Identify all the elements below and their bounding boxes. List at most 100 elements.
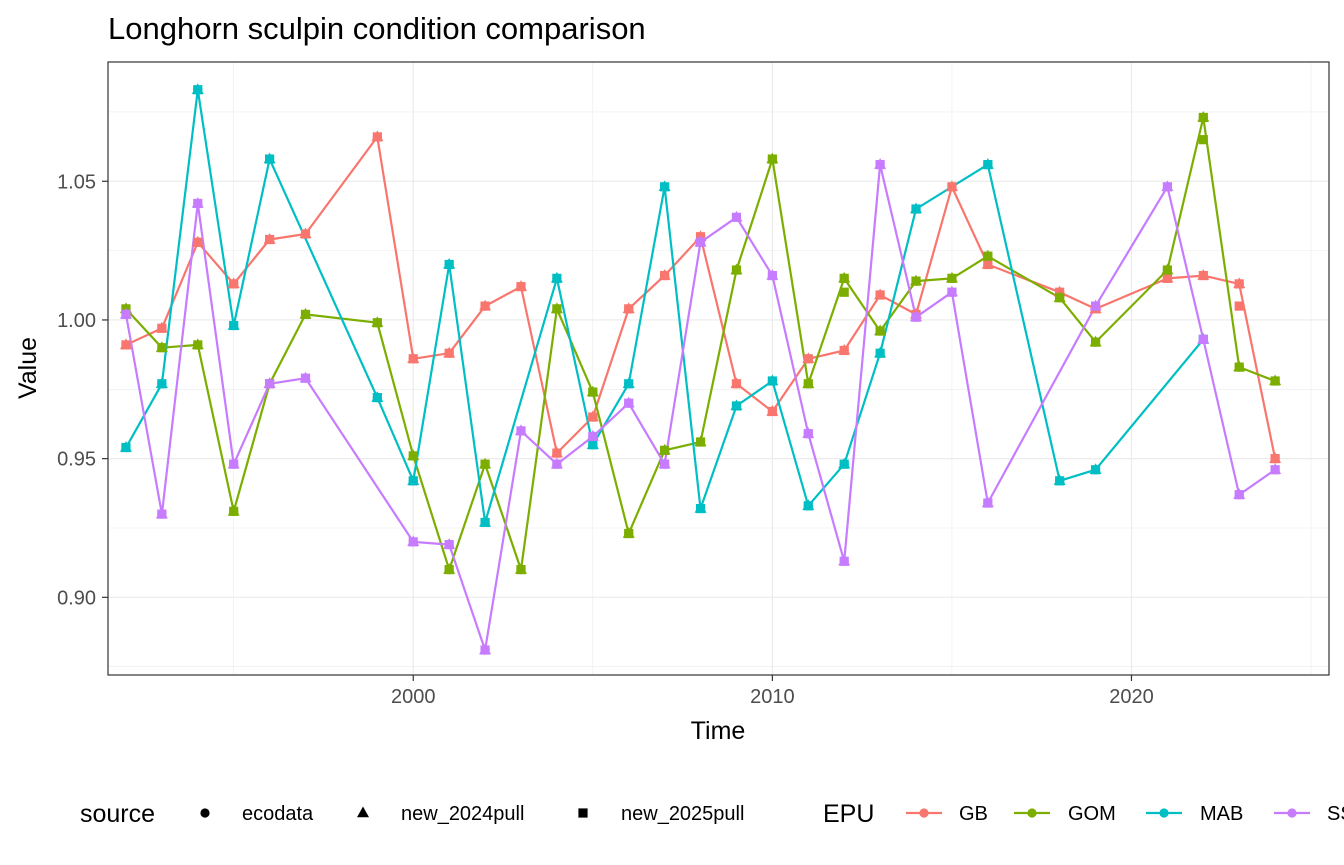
legend-point-key: [1287, 808, 1297, 818]
point-ss-2010-circle: [767, 270, 777, 281]
point-mab-2019-circle: [1090, 465, 1101, 475]
point-ss-1997-circle: [300, 373, 311, 383]
point-ss-2001-circle: [444, 540, 454, 550]
point-gb-2011-circle: [803, 354, 813, 364]
point-gb-2007-circle: [660, 270, 670, 281]
point-gom-2012-circle: [839, 273, 849, 283]
point-mab-1994-circle: [193, 85, 203, 95]
point-gom-2018-circle: [1055, 293, 1065, 303]
legend-label: new_2024pull: [401, 803, 524, 825]
point-gom-2022-circle: [1198, 112, 1208, 123]
point-mab-2009-circle: [731, 401, 742, 411]
legend-epu-title: EPU: [823, 800, 874, 828]
point-gb-1995-circle: [229, 279, 239, 289]
legend-item-ecodata: ecodata: [200, 803, 314, 825]
point-ss-2013-circle: [875, 160, 885, 170]
plot-panel: [108, 62, 1329, 675]
point-gb-1993-circle: [157, 323, 167, 333]
legend-square-icon: [578, 808, 588, 818]
point-gb-1999-circle: [372, 132, 382, 142]
point-mab-2014-circle: [911, 204, 921, 214]
point-gb-1997-circle: [300, 229, 311, 239]
point-ss-2006-circle: [624, 398, 634, 408]
point-gom-2006-circle: [624, 528, 634, 539]
point-gom-2004-circle: [552, 304, 562, 314]
legend-triangle-icon: [357, 806, 369, 818]
point-gom-2000-circle: [408, 451, 418, 461]
point-gom-1993-circle: [157, 343, 167, 353]
chart-title: Longhorn sculpin condition comparison: [108, 11, 646, 46]
point-ss-2003-circle: [516, 426, 526, 436]
point-mab-2011-circle: [803, 501, 813, 511]
point-gb-1996-circle: [265, 234, 275, 245]
point-ss-2016-circle: [983, 498, 993, 508]
point-gom-2013-circle: [875, 326, 885, 336]
point-gom-2009-circle: [731, 265, 742, 275]
x-tick-label: 2010: [750, 686, 795, 708]
point-ss-2011-circle: [803, 429, 813, 439]
legend-circle-icon: [200, 808, 210, 818]
point-gb-2016-circle: [983, 259, 993, 270]
legend-label: SS: [1327, 803, 1344, 825]
point-ss-2012-circle: [839, 556, 849, 566]
x-tick-label: 2020: [1109, 686, 1154, 708]
x-axis-title: Time: [691, 717, 746, 745]
point-gom-2021-circle: [1162, 265, 1172, 275]
legend-items: ecodata new_2024pull new_2025pull GB GOM MAB S…: [200, 803, 1344, 825]
point-gom-1995-circle: [229, 506, 239, 516]
point-ss-2019-circle: [1090, 301, 1101, 311]
legend-label: ecodata: [242, 803, 314, 825]
point-gb-2012-circle: [839, 345, 849, 356]
point-gb-2001-circle: [444, 348, 454, 358]
point-gom-2016-circle: [983, 251, 993, 261]
point-gb-1994-circle: [193, 237, 203, 247]
point-mab-2001-circle: [444, 259, 454, 270]
point-gb-1992-circle: [121, 340, 131, 350]
point-ss-2002-circle: [480, 645, 490, 655]
point-ss-2021-circle: [1162, 182, 1172, 192]
point-ss-1994-circle: [193, 198, 203, 209]
point-mab-2018-circle: [1055, 476, 1065, 486]
legend-point-key: [919, 808, 929, 818]
point-gom-2011-circle: [803, 379, 813, 389]
point-ss-2005-circle: [588, 431, 598, 442]
point-mab-2007-circle: [660, 182, 670, 192]
point-ss-1992-circle: [121, 309, 131, 320]
legend-item-mab: MAB: [1146, 803, 1243, 825]
point-mab-2006-circle: [624, 379, 634, 389]
point-mab-2008-circle: [695, 503, 706, 514]
point-gom-2023-circle: [1234, 362, 1244, 372]
series-points: [119, 83, 1282, 655]
legend-point-key: [1159, 808, 1169, 818]
y-tick-label: 1.00: [57, 310, 96, 332]
point-ss-2024-circle: [1270, 465, 1280, 475]
legend: source EPU ecodata new_2024pull new_2025pu…: [80, 800, 1344, 828]
legend-item-gom: GOM: [1014, 803, 1116, 825]
point-mab-2016-circle: [983, 160, 993, 170]
y-tick-label: 0.90: [57, 587, 96, 609]
point-gom-2008-circle: [695, 437, 706, 447]
point-ss-2009-circle: [731, 212, 742, 222]
legend-item-new_2024pull: new_2024pull: [357, 803, 524, 825]
point-mab-2000-circle: [408, 476, 418, 486]
point-ss-2007-circle: [660, 459, 670, 469]
point-mab-1993-circle: [157, 379, 167, 389]
point-mab-1999-circle: [372, 393, 382, 403]
series-lines: [124, 88, 1277, 652]
legend-label: GB: [959, 803, 988, 825]
point-gb-2002-circle: [480, 301, 490, 311]
point-gb-2021-circle: [1162, 273, 1172, 283]
point-ss-1996-circle: [265, 379, 275, 389]
axes: 2000 2010 2020 0.90 0.95 1.00 1.05: [57, 171, 1154, 708]
point-gom-2007-circle: [660, 445, 670, 455]
series-line-mab: [125, 88, 1205, 524]
point-gom-2002-circle: [480, 459, 490, 469]
point-gom-2024-circle: [1270, 376, 1280, 386]
point-ss-2004-circle: [552, 459, 562, 469]
y-tick-label: 1.05: [57, 171, 96, 193]
point-gb-2023-square-alt: [1234, 301, 1244, 311]
series-line-gb: [125, 135, 1277, 459]
point-gb-2005-circle: [588, 412, 598, 422]
legend-item-gb: GB: [906, 803, 988, 825]
